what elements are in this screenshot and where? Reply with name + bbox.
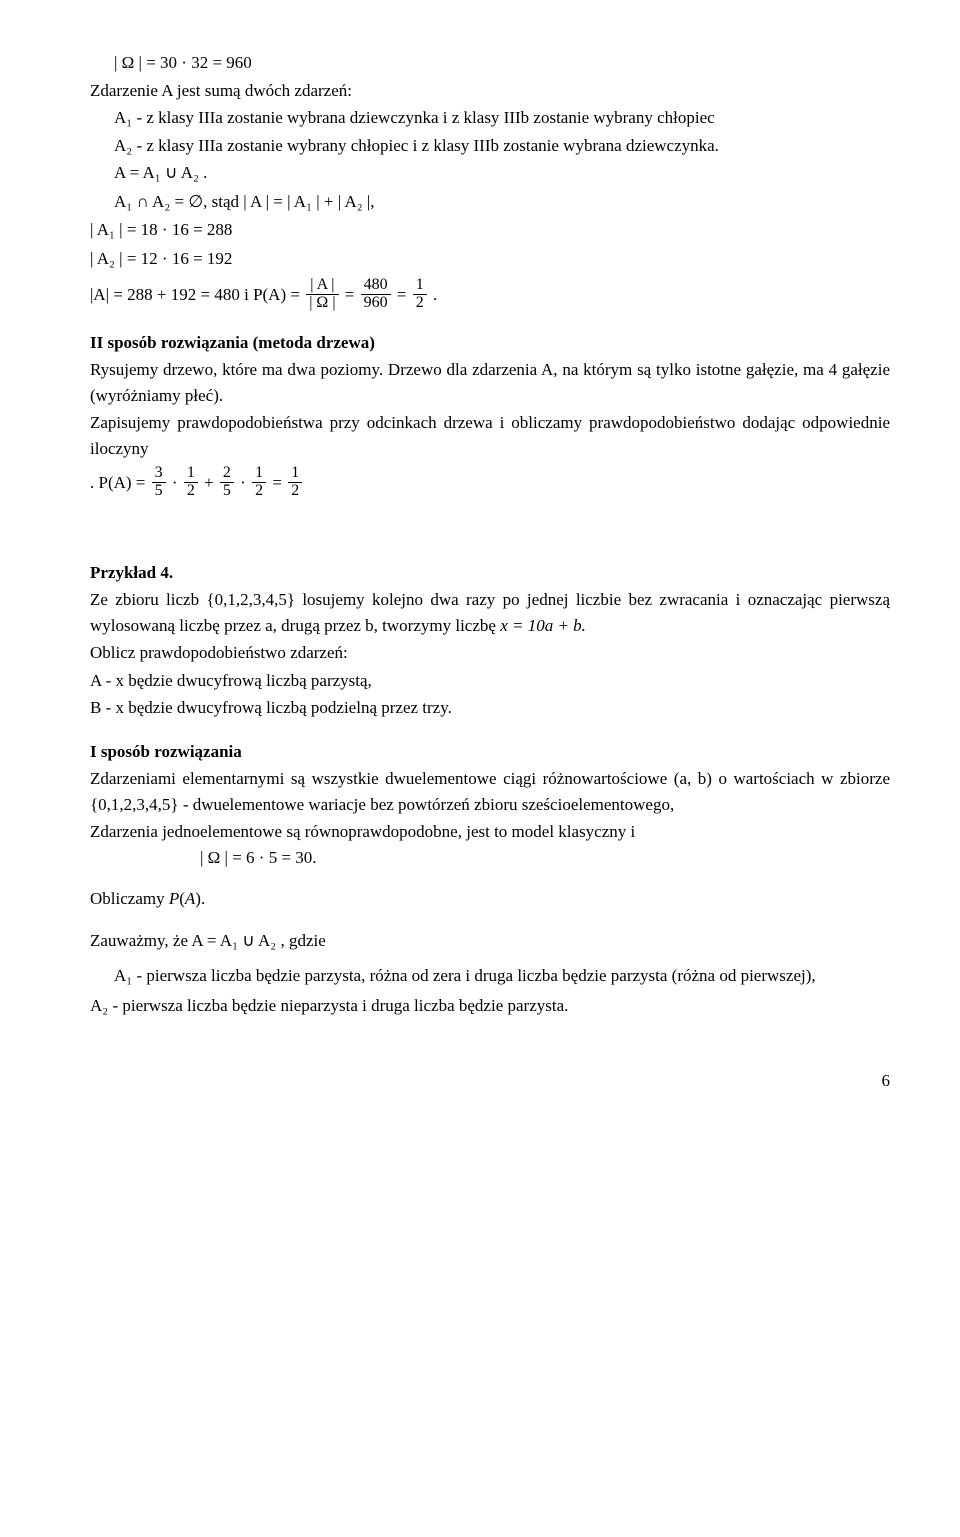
text: A = A₁ ∪ A₂ . [114,163,207,182]
text: Zauważmy, że A = A₁ ∪ A₂ , gdzie [90,931,326,950]
eq1: = [345,282,355,308]
line-a1-val: | A₁ | = 18 · 16 = 288 [90,217,890,243]
num: | A | [306,277,338,295]
eq2: = [397,282,407,308]
line-result: |A| = 288 + 192 = 480 i P(A) = | A | | Ω… [90,277,890,312]
text: A₂ - z klasy IIIa zostanie wybrany chłop… [114,136,719,155]
text: A - x będzie dwucyfrową liczbą parzystą, [90,671,372,690]
text-b: x = 10a + b. [500,616,586,635]
text: Zapisujemy prawdopodobieństwa przy odcin… [90,413,890,458]
text: Obliczamy P(A). [90,889,205,908]
den: 5 [152,483,166,500]
method2-title: II sposób rozwiązania (metoda drzewa) [90,330,890,356]
method1-p2: Zdarzenia jednoelementowe są równoprawdo… [90,819,890,870]
example4-p4: B - x będzie dwucyfrową liczbą podzielną… [90,695,890,721]
text: | Ω | = 30 · 32 = 960 [114,53,252,72]
den: 2 [413,295,427,312]
line-a-union: A = A₁ ∪ A₂ . [90,160,890,186]
example4-p1: Ze zbioru liczb {0,1,2,3,4,5} losujemy k… [90,587,890,638]
method1-title: I sposób rozwiązania [90,739,890,765]
den: 2 [252,483,266,500]
dot1: · [172,470,178,496]
frac-a-omega: | A | | Ω | [306,277,338,312]
frac-2-5: 2 5 [220,465,234,500]
num: 480 [361,277,391,295]
text: A₂ - pierwsza liczba będzie nieparzysta … [90,996,568,1015]
den: 5 [220,483,234,500]
line-event-sum: Zdarzenie A jest sumą dwóch zdarzeń: [90,78,890,104]
text: Zdarzenie A jest sumą dwóch zdarzeń: [90,81,352,100]
method1-p3: Obliczamy P(A). [90,886,890,912]
example4-title: Przykład 4. [90,560,890,586]
frac-1-2: 1 2 [413,277,427,312]
text-a: Ze zbioru liczb {0,1,2,3,4,5} losujemy k… [90,590,890,635]
text: II sposób rozwiązania (metoda drzewa) [90,333,375,352]
method1-p6: A₂ - pierwsza liczba będzie nieparzysta … [90,993,890,1019]
example4-p2: Oblicz prawdopodobieństwo zdarzeń: [90,640,890,666]
num: 1 [413,277,427,295]
text: A₁ - pierwsza liczba będzie parzysta, ró… [90,963,890,989]
eq: = [272,470,282,496]
frac-480-960: 480 960 [361,277,391,312]
method2-p2: Zapisujemy prawdopodobieństwa przy odcin… [90,410,890,461]
dot2: · [240,470,246,496]
line-omega: | Ω | = 30 · 32 = 960 [90,50,890,76]
line-intersection: A₁ ∩ A₂ = ∅, stąd | A | = | A₁ | + | A₂ … [90,189,890,215]
text-a: Zdarzenia jednoelementowe są równoprawdo… [90,822,635,841]
method1-p5: A₁ - pierwsza liczba będzie parzysta, ró… [90,963,890,989]
example4-p3: A - x będzie dwucyfrową liczbą parzystą, [90,668,890,694]
method1-p4: Zauważmy, że A = A₁ ∪ A₂ , gdzie [90,928,890,954]
eq-pre: . P(A) = [90,470,145,496]
text: I sposób rozwiązania [90,742,242,761]
text: B - x będzie dwucyfrową liczbą podzielną… [90,698,452,717]
text: Rysujemy drzewo, które ma dwa poziomy. D… [90,360,890,405]
den: 2 [288,483,302,500]
den: 960 [361,295,391,312]
line-a1-def: A₁ - z klasy IIIa zostanie wybrana dziew… [90,105,890,131]
plus: + [204,470,214,496]
line-a2-def: A₂ - z klasy IIIa zostanie wybrany chłop… [90,133,890,159]
method2-p1: Rysujemy drzewo, które ma dwa poziomy. D… [90,357,890,408]
text: Zdarzeniami elementarnymi są wszystkie d… [90,769,890,814]
frac-1-2a: 1 2 [184,465,198,500]
text: Przykład 4. [90,563,173,582]
num: 1 [252,465,266,483]
dot: . [433,282,437,308]
page-number: 6 [90,1068,890,1094]
frac-3-5: 3 5 [152,465,166,500]
method2-eq: . P(A) = 3 5 · 1 2 + 2 5 · 1 2 = 1 2 [90,465,890,500]
num: 1 [288,465,302,483]
text-b: | Ω | = 6 · 5 = 30. [90,848,317,867]
num: 3 [152,465,166,483]
frac-1-2b: 1 2 [252,465,266,500]
text: 6 [882,1071,891,1090]
text: Oblicz prawdopodobieństwo zdarzeń: [90,643,348,662]
line-a2-val: | A₂ | = 12 · 16 = 192 [90,246,890,272]
method1-p1: Zdarzeniami elementarnymi są wszystkie d… [90,766,890,817]
text: | A₂ | = 12 · 16 = 192 [90,249,232,268]
text: A₁ ∩ A₂ = ∅, stąd | A | = | A₁ | + | A₂ … [114,192,375,211]
text: | A₁ | = 18 · 16 = 288 [90,220,232,239]
den: 2 [184,483,198,500]
num: 2 [220,465,234,483]
frac-1-2c: 1 2 [288,465,302,500]
text-pre: |A| = 288 + 192 = 480 i P(A) = [90,282,300,308]
text: A₁ - z klasy IIIa zostanie wybrana dziew… [114,108,715,127]
den: | Ω | [306,295,338,312]
num: 1 [184,465,198,483]
